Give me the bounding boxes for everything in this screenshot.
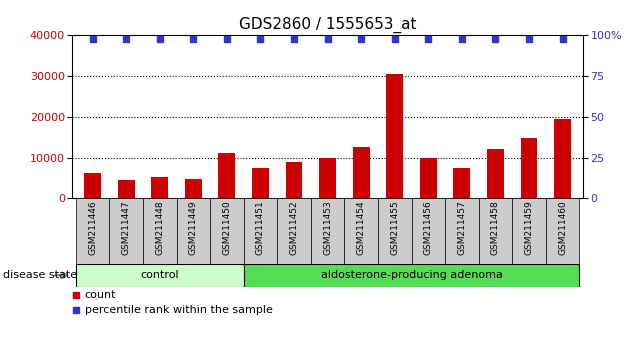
Text: GSM211452: GSM211452 [290,200,299,255]
Text: GSM211458: GSM211458 [491,200,500,255]
Text: GSM211449: GSM211449 [189,200,198,255]
FancyBboxPatch shape [445,198,479,264]
FancyBboxPatch shape [378,198,411,264]
Text: control: control [140,270,179,280]
Bar [76,264,244,287]
Text: GSM211448: GSM211448 [155,200,164,255]
FancyBboxPatch shape [143,198,176,264]
Bar [244,264,580,287]
Text: GSM211451: GSM211451 [256,200,265,255]
FancyBboxPatch shape [176,198,210,264]
FancyBboxPatch shape [244,198,277,264]
Text: count: count [84,290,116,300]
Bar [520,138,537,198]
Bar [454,168,470,198]
Bar [353,147,370,198]
Text: disease state: disease state [3,270,77,280]
Text: GSM211460: GSM211460 [558,200,567,255]
FancyBboxPatch shape [76,198,110,264]
Bar [487,149,504,198]
FancyBboxPatch shape [512,198,546,264]
Text: GSM211456: GSM211456 [424,200,433,255]
Text: GSM211457: GSM211457 [457,200,466,255]
Text: GSM211454: GSM211454 [357,200,365,255]
Text: GSM211446: GSM211446 [88,200,97,255]
FancyBboxPatch shape [110,198,143,264]
Bar [252,168,269,198]
Bar [219,154,235,198]
Text: aldosterone-producing adenoma: aldosterone-producing adenoma [321,270,503,280]
Bar [420,158,437,198]
Bar [386,74,403,198]
FancyBboxPatch shape [210,198,244,264]
Bar [554,119,571,198]
FancyBboxPatch shape [479,198,512,264]
Text: GSM211453: GSM211453 [323,200,332,255]
FancyBboxPatch shape [411,198,445,264]
Bar [84,173,101,198]
Bar [185,179,202,198]
FancyBboxPatch shape [546,198,580,264]
Bar [151,177,168,198]
FancyBboxPatch shape [277,198,311,264]
Bar [319,158,336,198]
FancyBboxPatch shape [311,198,345,264]
Bar [285,162,302,198]
Text: GSM211450: GSM211450 [222,200,231,255]
Text: percentile rank within the sample: percentile rank within the sample [84,305,273,315]
Text: GSM211459: GSM211459 [525,200,534,255]
Bar [118,180,135,198]
Text: GSM211455: GSM211455 [390,200,399,255]
FancyBboxPatch shape [345,198,378,264]
Title: GDS2860 / 1555653_at: GDS2860 / 1555653_at [239,16,416,33]
Text: GSM211447: GSM211447 [122,200,130,255]
